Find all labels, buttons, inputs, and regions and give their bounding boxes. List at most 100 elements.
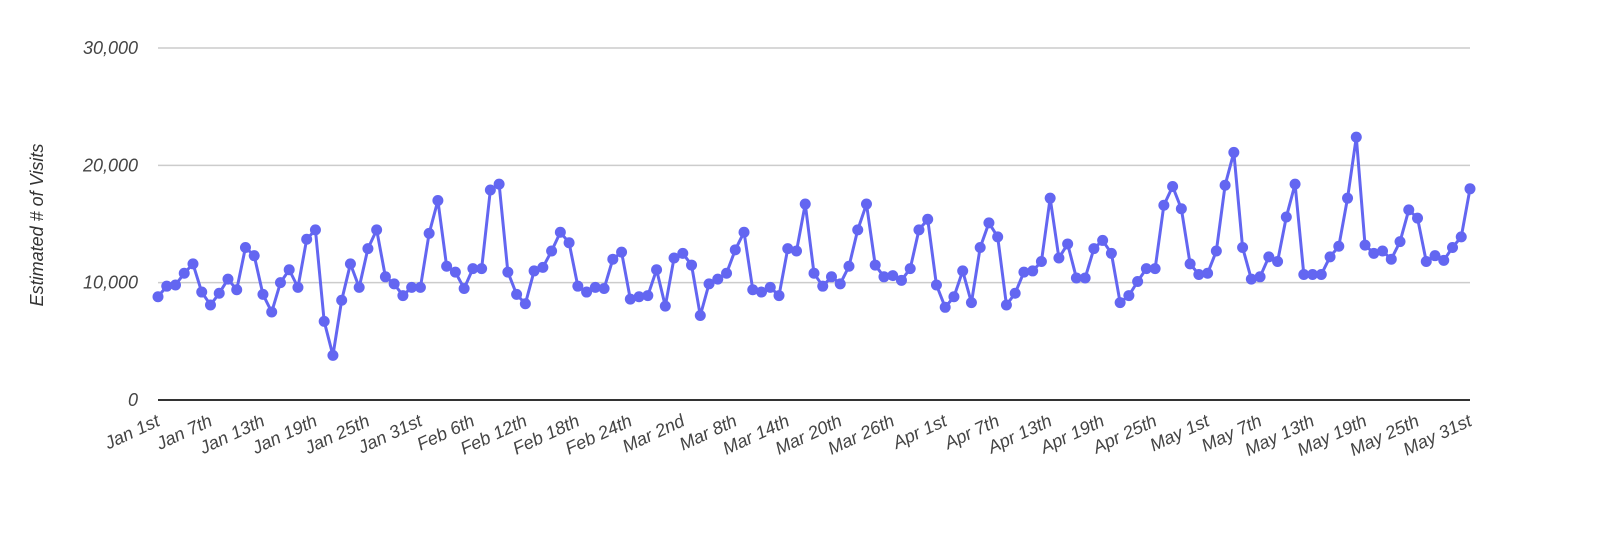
data-point[interactable] bbox=[913, 224, 925, 236]
data-point[interactable] bbox=[808, 267, 820, 279]
data-point[interactable] bbox=[1263, 251, 1275, 263]
data-point[interactable] bbox=[782, 243, 794, 255]
data-point[interactable] bbox=[484, 184, 496, 196]
data-point[interactable] bbox=[686, 259, 698, 271]
data-point[interactable] bbox=[598, 283, 610, 295]
data-point[interactable] bbox=[266, 306, 278, 318]
data-point[interactable] bbox=[178, 267, 190, 279]
data-point[interactable] bbox=[502, 266, 514, 278]
data-point[interactable] bbox=[336, 294, 348, 306]
data-point[interactable] bbox=[414, 281, 426, 293]
data-point[interactable] bbox=[1105, 247, 1117, 259]
data-point[interactable] bbox=[1097, 234, 1109, 246]
data-point[interactable] bbox=[1455, 231, 1467, 243]
data-point[interactable] bbox=[659, 300, 671, 312]
data-point[interactable] bbox=[423, 227, 435, 239]
data-point[interactable] bbox=[554, 226, 566, 238]
data-point[interactable] bbox=[371, 224, 383, 236]
data-point[interactable] bbox=[764, 281, 776, 293]
data-point[interactable] bbox=[379, 271, 391, 283]
data-point[interactable] bbox=[1140, 263, 1152, 275]
data-point[interactable] bbox=[1412, 212, 1424, 224]
data-point[interactable] bbox=[1018, 266, 1030, 278]
data-point[interactable] bbox=[729, 244, 741, 256]
data-point[interactable] bbox=[817, 280, 829, 292]
data-point[interactable] bbox=[948, 291, 960, 303]
data-point[interactable] bbox=[1464, 183, 1476, 195]
data-point[interactable] bbox=[1272, 256, 1284, 268]
data-point[interactable] bbox=[852, 224, 864, 236]
data-point[interactable] bbox=[239, 241, 251, 253]
data-point[interactable] bbox=[1044, 192, 1056, 204]
data-point[interactable] bbox=[169, 279, 181, 291]
data-point[interactable] bbox=[563, 237, 575, 249]
data-point[interactable] bbox=[1298, 268, 1310, 280]
data-point[interactable] bbox=[860, 198, 872, 210]
data-point[interactable] bbox=[213, 287, 225, 299]
data-point[interactable] bbox=[1000, 299, 1012, 311]
data-point[interactable] bbox=[1062, 238, 1074, 250]
data-point[interactable] bbox=[231, 284, 243, 296]
data-point[interactable] bbox=[1193, 268, 1205, 280]
data-point[interactable] bbox=[721, 267, 733, 279]
data-point[interactable] bbox=[344, 258, 356, 270]
data-point[interactable] bbox=[1114, 297, 1126, 309]
data-point[interactable] bbox=[581, 286, 593, 298]
data-point[interactable] bbox=[1447, 241, 1459, 253]
data-point[interactable] bbox=[546, 245, 558, 257]
data-point[interactable] bbox=[843, 260, 855, 272]
data-point[interactable] bbox=[204, 299, 216, 311]
data-point[interactable] bbox=[965, 297, 977, 309]
data-point[interactable] bbox=[756, 286, 768, 298]
data-point[interactable] bbox=[353, 281, 365, 293]
data-point[interactable] bbox=[1420, 256, 1432, 268]
data-point[interactable] bbox=[922, 213, 934, 225]
data-point[interactable] bbox=[747, 284, 759, 296]
data-point[interactable] bbox=[248, 250, 260, 262]
data-point[interactable] bbox=[432, 195, 444, 207]
data-point[interactable] bbox=[1429, 250, 1441, 262]
data-point[interactable] bbox=[895, 274, 907, 286]
data-point[interactable] bbox=[1359, 239, 1371, 251]
data-point[interactable] bbox=[257, 288, 269, 300]
data-point[interactable] bbox=[607, 253, 619, 265]
data-point[interactable] bbox=[449, 266, 461, 278]
data-point[interactable] bbox=[1280, 211, 1292, 223]
data-point[interactable] bbox=[983, 217, 995, 229]
data-point[interactable] bbox=[1403, 204, 1415, 216]
data-point[interactable] bbox=[834, 278, 846, 290]
data-point[interactable] bbox=[616, 246, 628, 258]
data-point[interactable] bbox=[1184, 258, 1196, 270]
data-point[interactable] bbox=[274, 277, 286, 289]
data-point[interactable] bbox=[1009, 287, 1021, 299]
data-point[interactable] bbox=[1368, 247, 1380, 259]
data-point[interactable] bbox=[1158, 199, 1170, 211]
data-point[interactable] bbox=[694, 310, 706, 322]
data-point[interactable] bbox=[309, 224, 321, 236]
data-point[interactable] bbox=[887, 270, 899, 282]
data-point[interactable] bbox=[773, 290, 785, 302]
data-point[interactable] bbox=[1228, 146, 1240, 158]
data-point[interactable] bbox=[397, 290, 409, 302]
data-point[interactable] bbox=[1132, 275, 1144, 287]
data-point[interactable] bbox=[677, 247, 689, 259]
data-point[interactable] bbox=[1342, 192, 1354, 204]
data-point[interactable] bbox=[651, 264, 663, 276]
data-point[interactable] bbox=[957, 265, 969, 277]
data-point[interactable] bbox=[738, 226, 750, 238]
data-point[interactable] bbox=[327, 349, 339, 361]
data-point[interactable] bbox=[642, 290, 654, 302]
data-point[interactable] bbox=[799, 198, 811, 210]
data-point[interactable] bbox=[388, 278, 400, 290]
data-point[interactable] bbox=[187, 258, 199, 270]
data-point[interactable] bbox=[318, 315, 330, 327]
data-point[interactable] bbox=[1377, 245, 1389, 257]
data-point[interactable] bbox=[1079, 272, 1091, 284]
data-point[interactable] bbox=[869, 259, 881, 271]
data-point[interactable] bbox=[904, 263, 916, 275]
data-point[interactable] bbox=[537, 261, 549, 273]
data-point[interactable] bbox=[791, 245, 803, 257]
data-point[interactable] bbox=[441, 260, 453, 272]
data-point[interactable] bbox=[1289, 178, 1301, 190]
data-point[interactable] bbox=[1035, 256, 1047, 268]
